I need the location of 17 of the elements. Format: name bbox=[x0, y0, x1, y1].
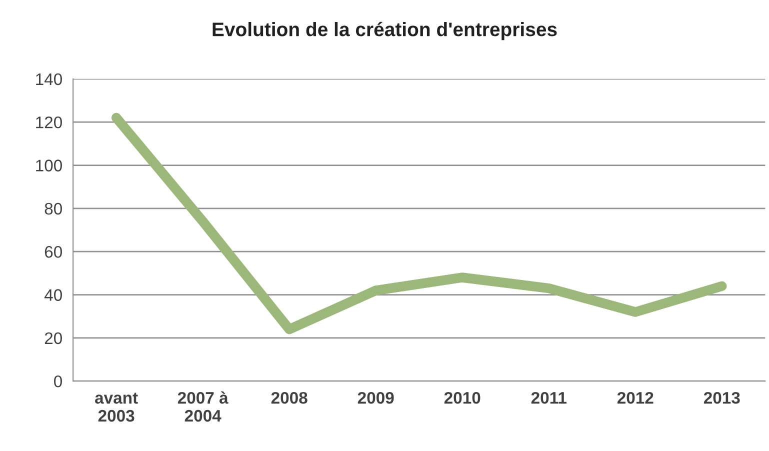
x-tick-label: 2013 bbox=[704, 392, 740, 404]
y-tick-label: 80 bbox=[44, 202, 62, 215]
x-tick-label: 2008 bbox=[271, 392, 308, 404]
y-tick-label: 60 bbox=[44, 246, 62, 258]
y-tick-label: 40 bbox=[44, 289, 62, 301]
y-tick-label: 100 bbox=[36, 160, 62, 172]
y-tick-label: 140 bbox=[36, 73, 62, 86]
y-tick-label: 120 bbox=[36, 116, 62, 128]
x-tick-label: 2011 bbox=[531, 392, 566, 404]
chart-title: Evolution de la création d'entreprises bbox=[212, 22, 557, 40]
x-tick-label: 2010 bbox=[444, 392, 480, 404]
x-tick-label: avant 2003 bbox=[95, 392, 138, 422]
x-tick-label: 2009 bbox=[358, 392, 394, 404]
y-tick-label: 20 bbox=[44, 332, 62, 344]
x-tick-label: 2007 à 2004 bbox=[178, 391, 228, 422]
x-tick-label: 2012 bbox=[617, 392, 654, 404]
y-tick-label: 0 bbox=[54, 375, 62, 388]
